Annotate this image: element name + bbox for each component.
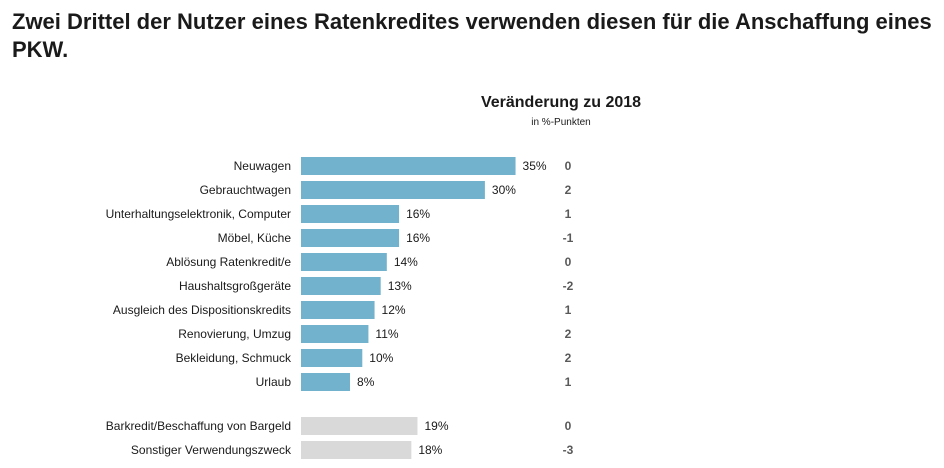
category-label: Bekleidung, Schmuck	[176, 351, 292, 365]
data-label: 30%	[492, 183, 516, 197]
bar	[301, 205, 400, 223]
change-value: 0	[565, 159, 572, 173]
category-label: Gebrauchtwagen	[200, 183, 291, 197]
change-value: 1	[565, 303, 572, 317]
data-label: 8%	[357, 375, 375, 389]
category-label: Möbel, Küche	[218, 231, 292, 245]
bar	[301, 301, 375, 319]
data-label: 14%	[394, 255, 418, 269]
data-label: 10%	[369, 351, 393, 365]
bar	[301, 277, 381, 295]
change-value: 1	[565, 207, 572, 221]
category-label: Barkredit/Beschaffung von Bargeld	[106, 419, 291, 433]
data-label: 16%	[406, 231, 430, 245]
data-label: 35%	[523, 159, 547, 173]
bar	[301, 417, 418, 435]
change-value: 2	[565, 183, 572, 197]
category-label: Haushaltsgroßgeräte	[179, 279, 291, 293]
category-label: Urlaub	[256, 375, 292, 389]
change-value: 1	[565, 375, 572, 389]
change-value: -1	[563, 231, 574, 245]
category-label: Ausgleich des Dispositionskredits	[113, 303, 291, 317]
data-label: 11%	[375, 327, 398, 341]
category-label: Unterhaltungselektronik, Computer	[106, 207, 291, 221]
bar	[301, 229, 400, 247]
chart-title: Zwei Drittel der Nutzer eines Ratenkredi…	[12, 9, 932, 62]
data-label: 12%	[382, 303, 406, 317]
change-header: Veränderung zu 2018	[480, 94, 642, 111]
bar	[301, 325, 369, 343]
data-label: 18%	[418, 443, 442, 457]
bar	[301, 181, 485, 199]
change-subheader: in %-Punkten	[531, 117, 591, 128]
category-label: Renovierung, Umzug	[178, 327, 291, 341]
change-value: 0	[565, 419, 572, 433]
bar	[301, 441, 412, 459]
change-value: 2	[565, 351, 572, 365]
data-label: 13%	[388, 279, 412, 293]
bar	[301, 157, 516, 175]
data-label: 19%	[424, 419, 448, 433]
change-value: 0	[565, 255, 572, 269]
category-label: Sonstiger Verwendungszweck	[131, 443, 292, 457]
change-value: -2	[563, 279, 574, 293]
data-label: 16%	[406, 207, 430, 221]
change-value: 2	[565, 327, 572, 341]
bar	[301, 253, 387, 271]
change-value: -3	[563, 443, 574, 457]
bar	[301, 373, 351, 391]
category-label: Neuwagen	[234, 159, 291, 173]
bar	[301, 349, 363, 367]
category-label: Ablösung Ratenkredit/e	[166, 255, 291, 269]
